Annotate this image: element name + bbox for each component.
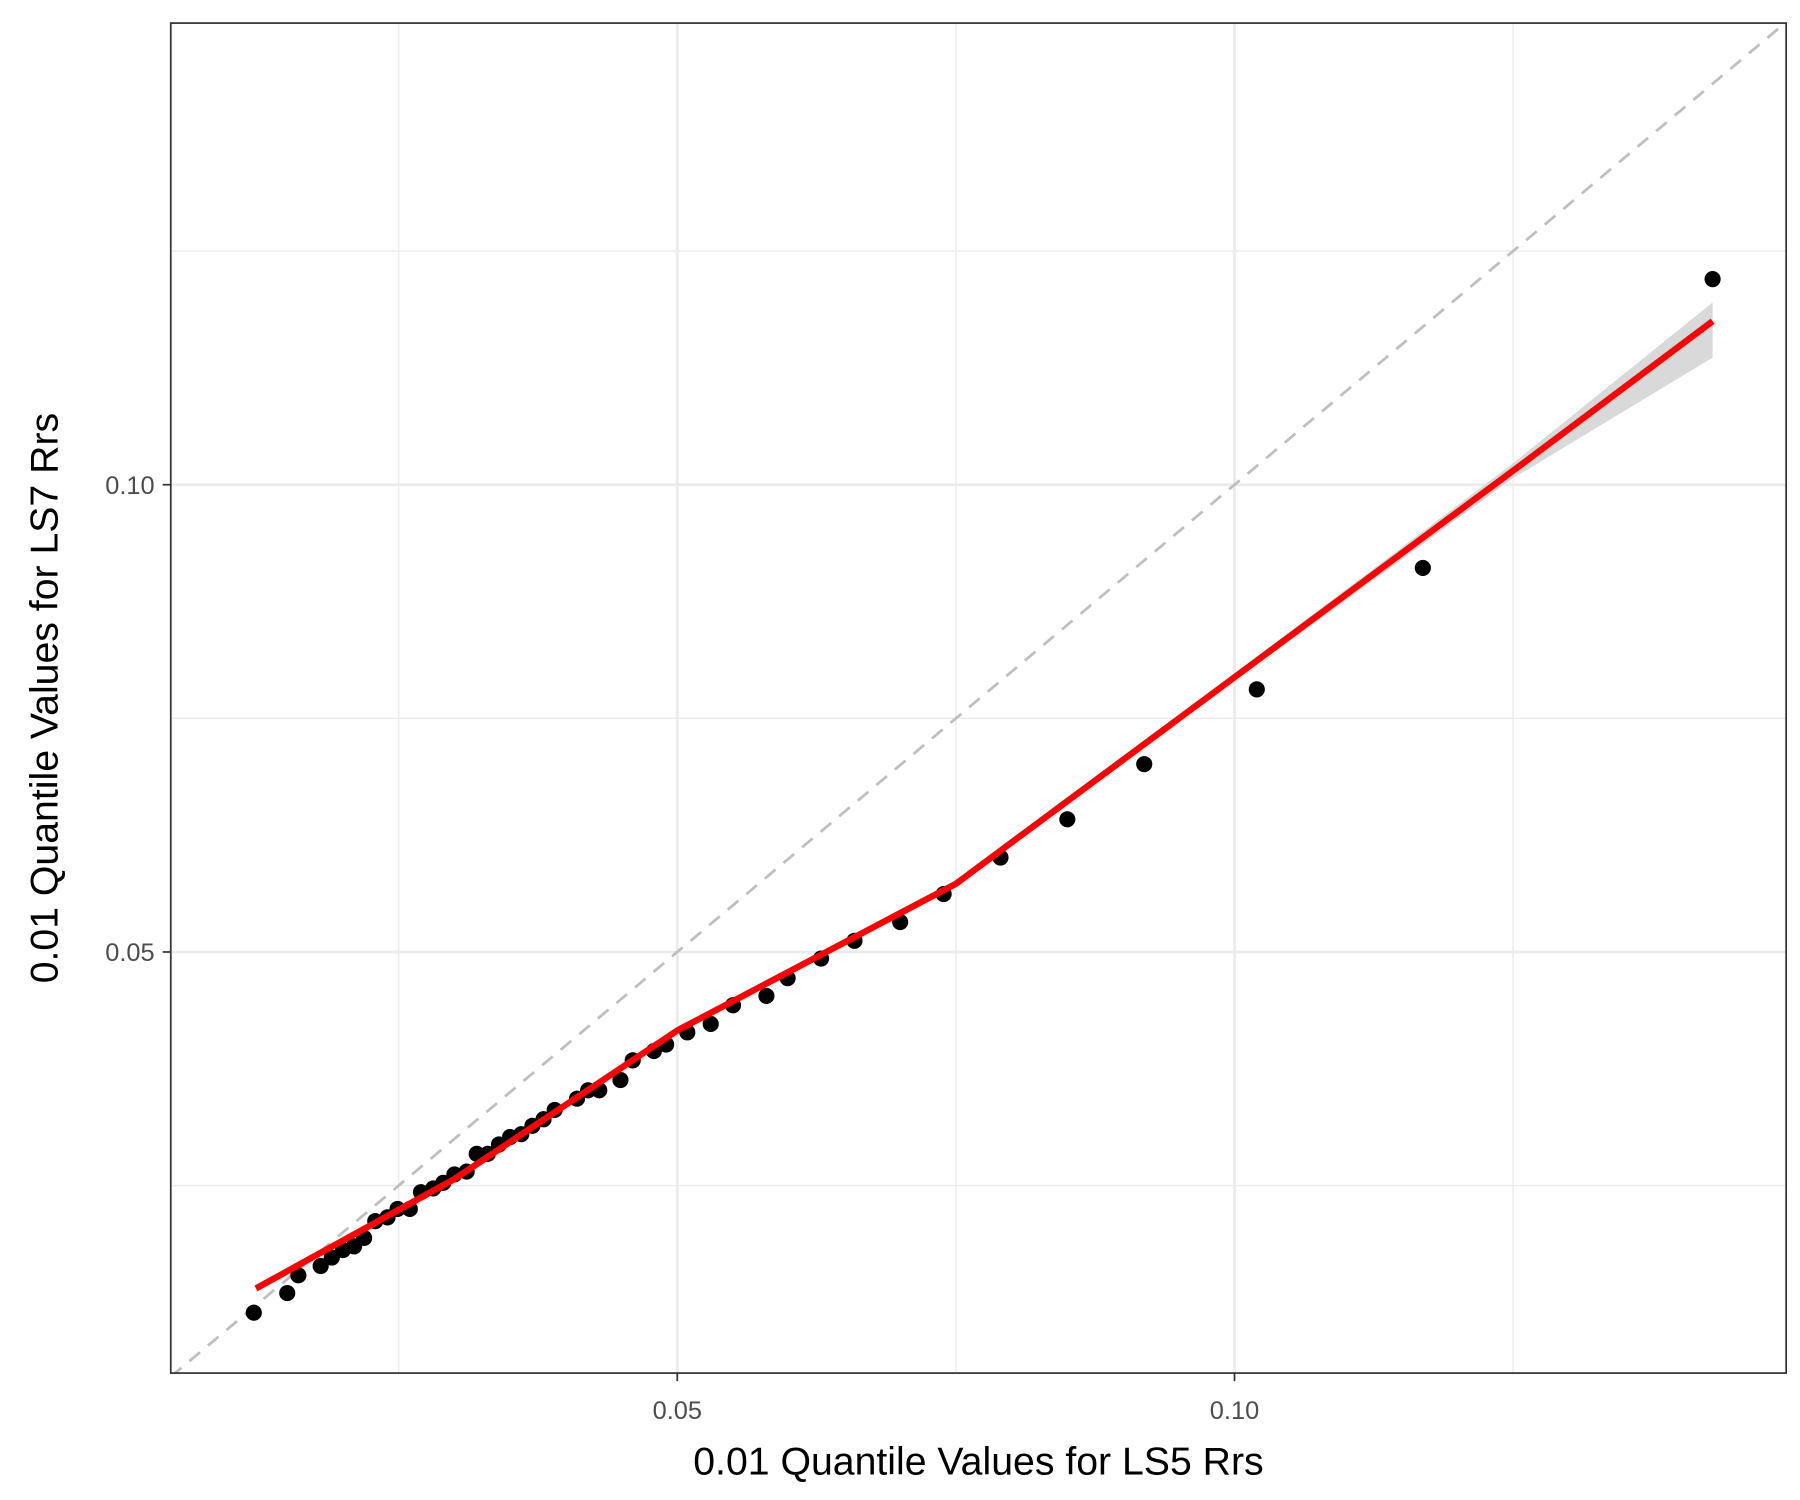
plot-area xyxy=(172,23,1787,1374)
y-tick-label: 0.10 xyxy=(105,472,154,500)
identity-line xyxy=(172,23,1787,1374)
point xyxy=(290,1267,307,1284)
fit-line xyxy=(254,318,1715,1292)
point xyxy=(702,1015,719,1033)
point xyxy=(279,1285,296,1302)
point xyxy=(758,987,775,1004)
point xyxy=(312,1257,329,1275)
grid xyxy=(170,23,1787,1374)
point xyxy=(1136,756,1153,773)
x-tick-label: 0.05 xyxy=(653,1397,702,1425)
axes: 0.05 0.10 0.05 0.10 xyxy=(105,472,1259,1425)
x-tick-label: 0.10 xyxy=(1210,1397,1259,1425)
panel-border xyxy=(169,22,1788,1374)
point xyxy=(1248,681,1265,698)
point xyxy=(1414,559,1431,576)
y-tick-label: 0.05 xyxy=(105,939,154,967)
point xyxy=(612,1071,629,1089)
y-axis-title: 0.01 Quantile Values for LS7 Rrs xyxy=(23,413,67,983)
point xyxy=(1059,811,1076,828)
x-axis-title: 0.01 Quantile Values for LS5 Rrs xyxy=(693,1440,1263,1484)
point xyxy=(245,1304,262,1321)
point xyxy=(1704,271,1721,288)
